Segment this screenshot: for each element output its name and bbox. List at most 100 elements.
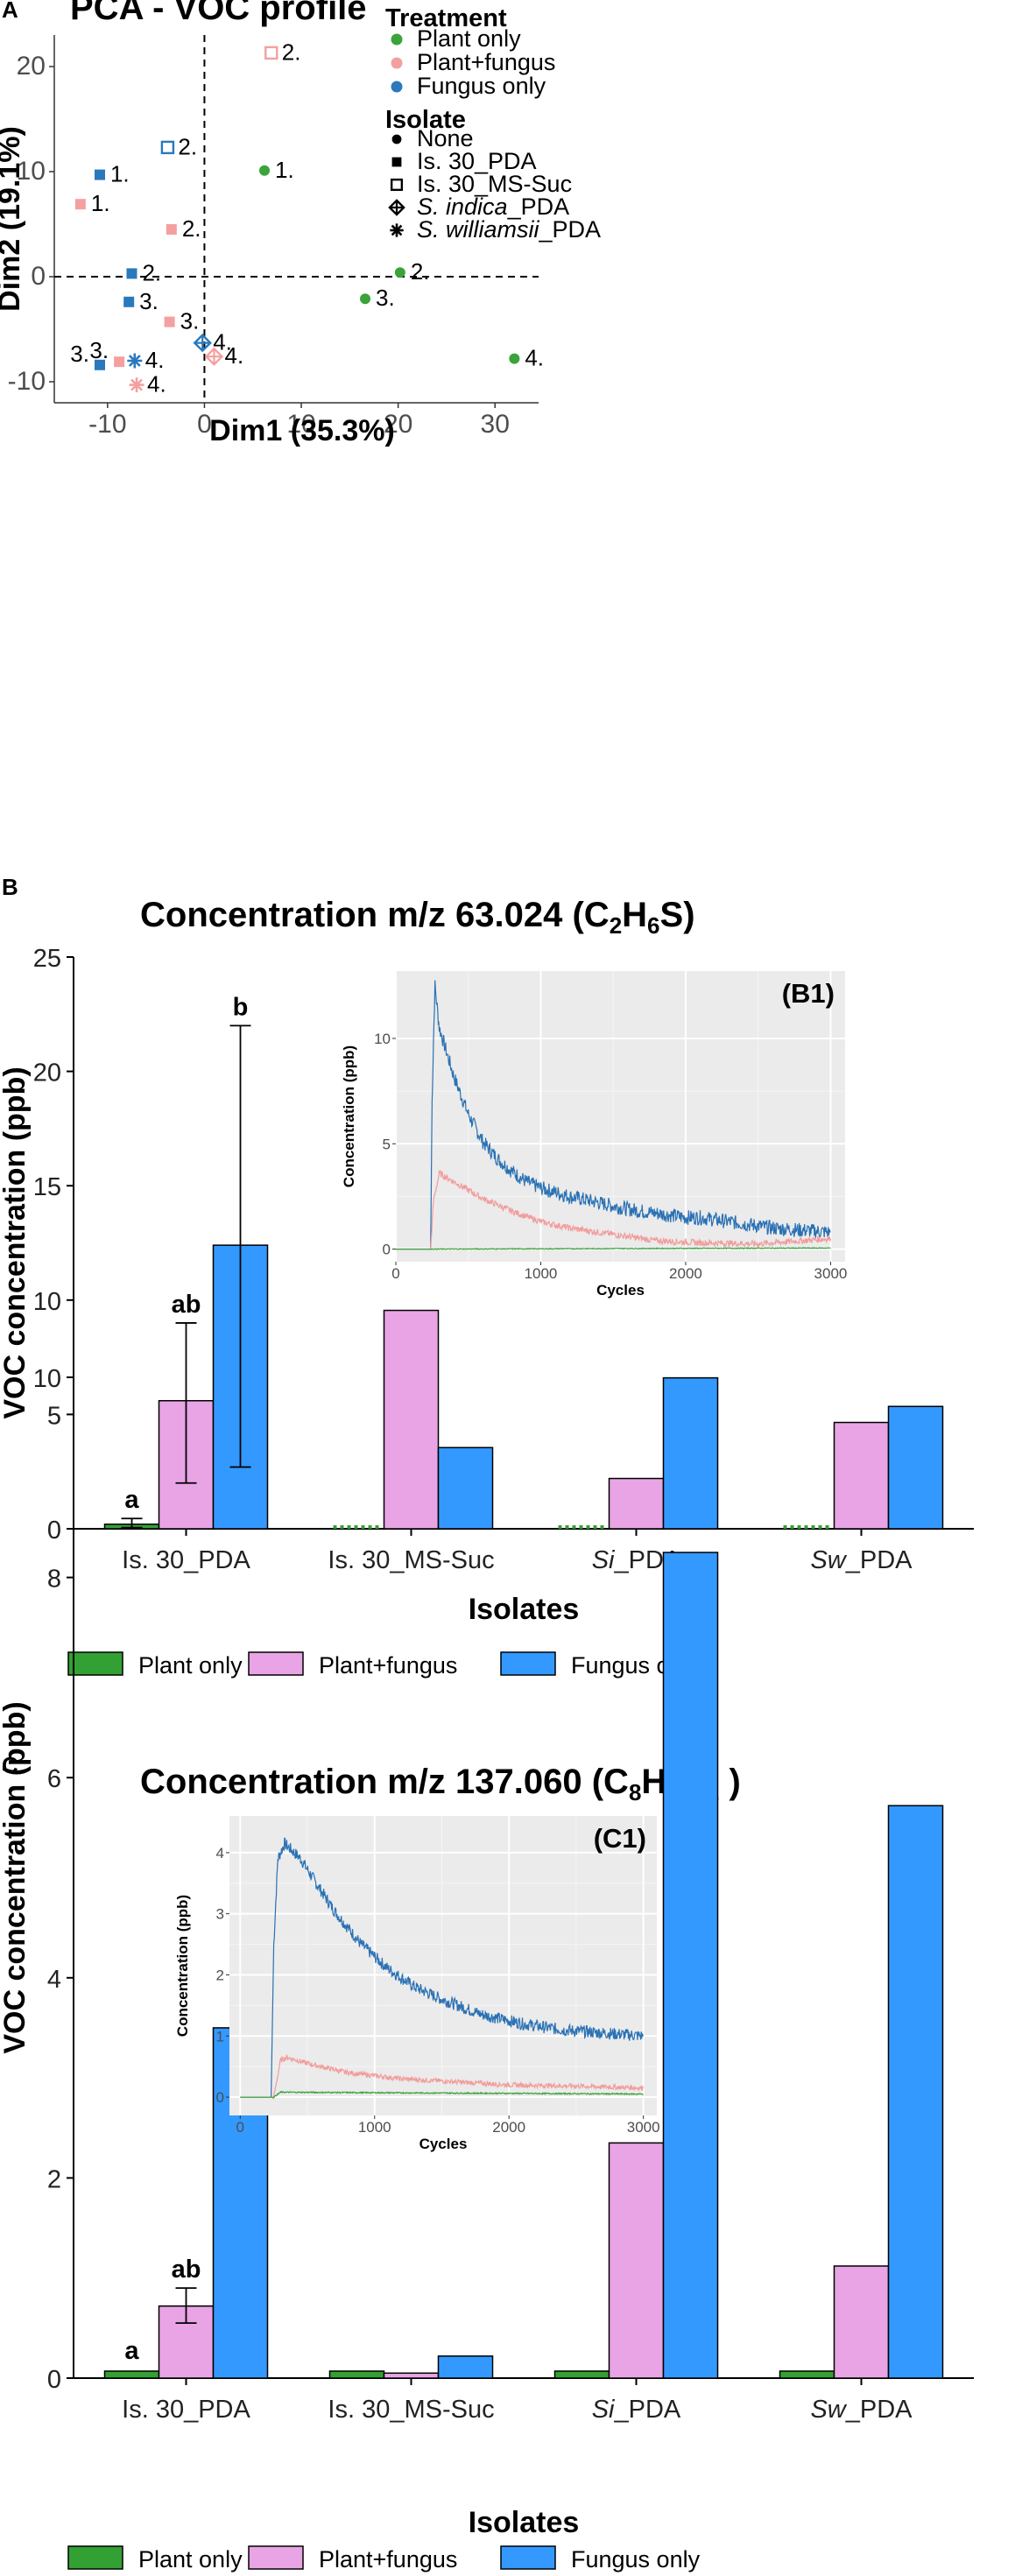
inset-tag: (C1) [594, 1823, 646, 1854]
pca-point-label: 2. [178, 133, 197, 159]
pca-point-label: 1. [275, 157, 294, 183]
bar-fungus-only [887, 1405, 944, 1530]
inset-y-title: Concentration (ppb) [174, 1895, 191, 2037]
x-tick-label: 30 [481, 410, 510, 439]
pca-point [193, 333, 212, 353]
legend-isolate-swatch [390, 178, 404, 192]
y-tick-label: 25 [33, 945, 61, 973]
legend-label: Plant+fungus [319, 1652, 457, 1679]
pca-point-label: 2. [411, 258, 430, 285]
x-tick-label: Is. 30_PDA [122, 1546, 250, 1574]
y-tick-label: -10 [8, 367, 46, 396]
inset-line-plant-fungus [240, 2053, 645, 2100]
pca-point [94, 169, 105, 180]
x-axis-title-b: Isolates [469, 1593, 580, 1626]
significance-letter: ab [172, 2256, 201, 2284]
x-tick-label: 0 [197, 410, 212, 439]
pca-point [126, 268, 137, 279]
legend-isolate-italic: S. indica [417, 194, 508, 220]
category-rest: _PDA [614, 2396, 681, 2424]
inset-x-tick-label: 2000 [669, 1265, 702, 1282]
y-tick-label: 15 [33, 1173, 61, 1201]
y-tick-label: 20 [17, 52, 46, 81]
x-tick-label: Sw_PDA [810, 2396, 913, 2424]
legend-treatment-label: Fungus only [417, 73, 546, 99]
significance-letter: ab [172, 1291, 201, 1319]
y-axis-title-a: Dim2 (19.1%) [0, 126, 26, 312]
legend-isolate-swatch [391, 134, 402, 144]
inset-y-tick-label: 2 [216, 1967, 224, 1983]
legend-swatch [67, 1651, 123, 1676]
bar-fungus-only [437, 2355, 494, 2379]
pca-point [259, 165, 271, 176]
title-subscript: 8 [629, 1779, 641, 1805]
legend-label: Plant only [138, 2546, 243, 2572]
y-tick-label: 4 [47, 1966, 61, 1994]
y-tick-label: 8 [47, 1566, 61, 1594]
inset-x-tick-label: 1000 [525, 1265, 558, 1282]
legend-isolate-italic: S. williamsii [417, 216, 540, 243]
legend-swatch [248, 1651, 304, 1676]
legend-swatch [248, 2545, 304, 2570]
chart-title-c: Concentration m/z 137.060 (C8H8O2 ) [140, 1763, 741, 1805]
legend-treatment-title: Treatment [385, 4, 507, 32]
inset-y-tick-label: 10 [374, 1031, 391, 1047]
legend-isolate-title: Isolate [385, 106, 466, 134]
legend-isolate-label: Is. 30_MS-Suc [417, 171, 572, 197]
legend-treatment-swatch [391, 33, 403, 46]
legend-isolate-rest: _PDA [539, 216, 602, 243]
y-axis-title-c: VOC concentration (ppb) [0, 1701, 32, 2053]
y-tick-label: 5 [47, 1402, 61, 1430]
pca-point-label: 4. [224, 342, 243, 369]
y-tick-label: 6 [47, 1765, 61, 1793]
pca-point [360, 293, 371, 305]
pca-point [509, 353, 520, 364]
inset-y-tick-label: 3 [216, 1906, 224, 1923]
inset-y-tick-label: 5 [383, 1136, 391, 1152]
legend-treatment-swatch [391, 57, 403, 69]
pca-point [114, 356, 125, 368]
pca-point [127, 353, 143, 369]
pca-point-label: 2. [142, 259, 161, 285]
title-text: H [622, 896, 647, 934]
bar-fungus-only [437, 1446, 494, 1530]
pca-point [160, 140, 175, 155]
pca-point [204, 347, 224, 366]
pca-point [123, 296, 135, 307]
inset-x-title: Cycles [596, 1282, 645, 1299]
legend-isolate-swatch [388, 199, 405, 216]
y-tick-label: 10 [33, 1365, 61, 1393]
category-rest: _PDA [845, 2396, 913, 2424]
inset-y-title: Concentration (ppb) [341, 1045, 357, 1187]
legend-label: Plant+fungus [319, 2546, 457, 2572]
x-tick-label: Is. 30_MS-Suc [328, 1546, 494, 1574]
pca-point-label: 1. [110, 161, 130, 187]
error-bar [175, 2287, 197, 2325]
legend-treatment-label: Plant only [417, 25, 521, 52]
pca-point-label: 4. [147, 371, 166, 398]
inset-plot-background [229, 1816, 657, 2115]
inset-x-tick-label: 1000 [358, 2119, 391, 2136]
inset-x-title: Cycles [419, 2136, 468, 2152]
category-italic: Si [592, 1546, 616, 1574]
title-text: S) [660, 896, 695, 934]
asterisk-stroke [128, 355, 141, 367]
y-tick-label: 20 [33, 1059, 61, 1087]
inset-line-fungus-only [396, 980, 831, 1250]
inset-c1: 0 1000 2000 3000 0 1 2 3 4 (C1) Cycles Concentratio… [174, 1816, 660, 2152]
bar-plant-fungus [608, 1477, 665, 1530]
panel-label-a: A [2, 0, 18, 23]
bar-fungus-only [887, 1805, 944, 2379]
inset-x-tick-label: 3000 [627, 2119, 660, 2136]
pca-point-label: 3. [180, 308, 200, 334]
legend-swatch [67, 2545, 123, 2570]
pca-point-label: 3. [70, 341, 89, 367]
x-tick-label: Si_PDA [592, 2396, 681, 2424]
pca-point [264, 46, 278, 60]
asterisk-stroke [130, 378, 143, 391]
inset-x-tick-label: 0 [391, 1265, 399, 1282]
pca-point-label: 4. [145, 347, 165, 373]
bar-plant-only [103, 2370, 160, 2379]
inset-x-tick-label: 3000 [814, 1265, 848, 1282]
category-italic: Sw [810, 1546, 847, 1574]
